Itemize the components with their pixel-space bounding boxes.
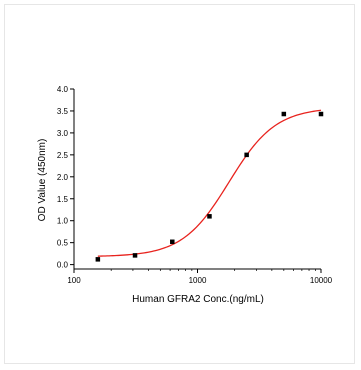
data-points	[95, 111, 324, 262]
x-ticks: 100 1000 10000	[67, 269, 333, 285]
y-tick-label: 0.5	[57, 239, 69, 248]
y-tick-label: 4.0	[57, 85, 69, 94]
data-point	[281, 111, 287, 117]
data-point	[95, 257, 101, 262]
y-tick-label: 1.0	[57, 217, 69, 226]
y-tick-label: 2.0	[57, 173, 69, 182]
y-tick-label: 3.5	[57, 107, 69, 116]
x-axis-title: Human GFRA2 Conc.(ng/mL)	[132, 294, 264, 305]
data-point	[244, 152, 249, 158]
x-tick-label: 10000	[310, 276, 333, 285]
fit-curve	[97, 109, 322, 257]
y-axis-title: OD Value (450nm)	[37, 139, 48, 222]
x-tick-label: 1000	[189, 276, 207, 285]
chart-frame	[4, 4, 355, 364]
y-ticks: 0.0 0.5 1.0 1.5 2.0 2.5 3.0 3.5 4.0	[57, 85, 74, 270]
data-point	[207, 214, 212, 219]
y-tick-label: 1.5	[57, 195, 69, 204]
data-point	[132, 253, 138, 258]
y-tick-label: 0.0	[57, 261, 69, 270]
data-point	[170, 239, 175, 245]
data-point	[318, 111, 324, 117]
x-tick-label: 100	[67, 276, 81, 285]
y-tick-label: 3.0	[57, 129, 69, 138]
y-tick-label: 2.5	[57, 151, 69, 160]
